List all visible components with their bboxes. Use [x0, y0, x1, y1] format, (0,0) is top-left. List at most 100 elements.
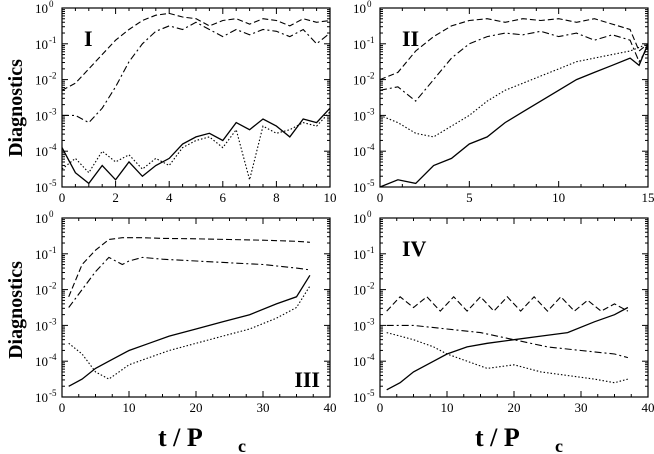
- y-tick-exponent: -1: [49, 35, 57, 45]
- series-solid: [62, 107, 330, 185]
- y-tick-exponent: -4: [49, 352, 57, 362]
- x-axis-label-left-main: t / P: [158, 423, 203, 452]
- y-tick-exponent: -1: [367, 35, 375, 45]
- series-dashed: [68, 237, 310, 298]
- y-tick-exponent: 0: [367, 0, 372, 9]
- y-tick-exponent: -4: [367, 142, 375, 152]
- x-tick-label: 0: [59, 400, 66, 415]
- y-tick-exponent: -5: [49, 178, 57, 188]
- y-tick-exponent: -2: [49, 281, 57, 291]
- series-group: [380, 18, 648, 187]
- y-tick-exponent: -5: [49, 388, 57, 398]
- series-group: [68, 237, 311, 387]
- series-dotted: [380, 43, 648, 138]
- series-dotted: [62, 111, 330, 182]
- y-tick-label: 10: [35, 144, 48, 159]
- y-tick-label: 10: [353, 211, 366, 226]
- series-dashed: [386, 295, 629, 312]
- y-axis-label-top: Diagnostics: [5, 59, 27, 157]
- x-tick-label: 40: [642, 400, 654, 415]
- series-dash-dot: [386, 324, 629, 359]
- y-tick-label: 10: [35, 283, 48, 298]
- y-tick-label: 10: [35, 211, 48, 226]
- series-dashed: [380, 18, 648, 81]
- x-tick-label: 0: [377, 400, 384, 415]
- x-tick-label: 8: [273, 190, 280, 205]
- y-tick-exponent: -3: [367, 106, 375, 116]
- series-dashed: [62, 12, 330, 91]
- series-dash-dot: [68, 256, 310, 308]
- y-tick-label: 10: [353, 1, 366, 16]
- y-tick-exponent: -3: [367, 316, 375, 326]
- y-tick-label: 10: [353, 283, 366, 298]
- y-tick-label: 10: [35, 73, 48, 88]
- x-axis-label-right-sub: c: [555, 436, 563, 454]
- panel-label: IV: [402, 236, 427, 261]
- y-tick-exponent: -2: [49, 71, 57, 81]
- y-tick-label: 10: [353, 37, 366, 52]
- y-tick-label: 10: [353, 247, 366, 262]
- y-tick-label: 10: [35, 247, 48, 262]
- y-tick-label: 10: [353, 108, 366, 123]
- y-tick-exponent: 0: [367, 209, 372, 219]
- x-axis-label-left: t / P c: [158, 423, 246, 454]
- x-axis-label-right-main: t / P: [475, 423, 520, 452]
- y-axis-label-bottom: Diagnostics: [5, 261, 27, 359]
- series-group: [62, 12, 330, 185]
- y-tick-exponent: -4: [49, 142, 57, 152]
- x-tick-label: 2: [112, 190, 119, 205]
- y-tick-exponent: -2: [367, 281, 375, 291]
- y-tick-exponent: -2: [367, 71, 375, 81]
- y-tick-label: 10: [35, 354, 48, 369]
- series-solid: [380, 43, 648, 187]
- x-tick-label: 0: [377, 190, 384, 205]
- series-dash-dot: [380, 30, 648, 102]
- x-tick-label: 5: [466, 190, 473, 205]
- y-tick-exponent: -4: [367, 352, 375, 362]
- series-solid: [386, 306, 629, 391]
- y-tick-label: 10: [35, 108, 48, 123]
- y-tick-exponent: -5: [367, 178, 375, 188]
- y-tick-label: 10: [35, 1, 48, 16]
- x-axis-label-left-sub: c: [238, 436, 246, 454]
- x-tick-label: 40: [324, 400, 337, 415]
- y-tick-label: 10: [353, 144, 366, 159]
- y-tick-exponent: -3: [49, 106, 57, 116]
- series-dash-dot: [62, 21, 330, 124]
- x-tick-label: 0: [59, 190, 66, 205]
- x-tick-label: 30: [575, 400, 588, 415]
- plot-frame: [61, 7, 331, 188]
- y-tick-label: 10: [35, 390, 48, 405]
- plot-frame: [379, 7, 649, 188]
- x-tick-label: 20: [508, 400, 521, 415]
- x-tick-label: 10: [552, 190, 565, 205]
- y-tick-exponent: -1: [367, 245, 375, 255]
- series-group: [386, 295, 629, 391]
- y-tick-label: 10: [35, 180, 48, 195]
- x-tick-label: 15: [642, 190, 654, 205]
- y-tick-label: 10: [35, 37, 48, 52]
- y-tick-exponent: -1: [49, 245, 57, 255]
- y-tick-label: 10: [353, 354, 366, 369]
- panel-label: III: [294, 367, 320, 392]
- x-tick-label: 10: [324, 190, 337, 205]
- y-tick-exponent: 0: [49, 209, 54, 219]
- x-tick-label: 6: [220, 190, 227, 205]
- y-tick-label: 10: [353, 390, 366, 405]
- y-tick-exponent: -3: [49, 316, 57, 326]
- y-tick-label: 10: [35, 318, 48, 333]
- x-tick-label: 10: [123, 400, 136, 415]
- x-tick-label: 20: [190, 400, 203, 415]
- y-tick-label: 10: [353, 180, 366, 195]
- y-tick-exponent: 0: [49, 0, 54, 9]
- y-tick-label: 10: [353, 73, 366, 88]
- x-axis-label-right: t / P c: [475, 423, 563, 454]
- x-tick-label: 4: [166, 190, 173, 205]
- y-tick-label: 10: [353, 318, 366, 333]
- y-tick-exponent: -5: [367, 388, 375, 398]
